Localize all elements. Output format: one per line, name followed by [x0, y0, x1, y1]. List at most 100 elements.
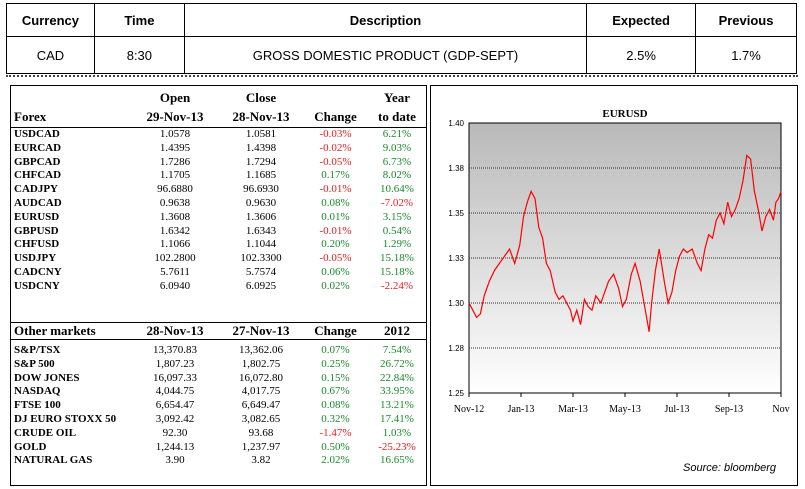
value-a: 1,807.23 [155, 357, 195, 370]
other-markets-rows: S&P/TSX 13,370.83 13,362.06 0.07% 7.54% S&P 5… [11, 344, 426, 468]
ytd-value: 22.84% [380, 371, 414, 384]
instrument-name: AUDCAD [14, 196, 62, 209]
table-row: S&P/TSX 13,370.83 13,362.06 0.07% 7.54% [11, 344, 426, 358]
value-a: 13,370.83 [153, 344, 197, 356]
col-ytd-year: Year [384, 90, 410, 105]
ytd-value: 33.95% [380, 385, 414, 398]
col-close-date: 28-Nov-13 [232, 109, 290, 124]
table-row: CHFCAD 1.1705 1.1685 0.17% 8.02% [11, 169, 426, 183]
value-b: 1.4398 [245, 141, 277, 154]
table-row: GBPUSD 1.6342 1.6343 -0.01% 0.54% [11, 225, 426, 239]
forex-rows: USDCAD 1.0578 1.0581 -0.03% 6.21% EURCAD 1.439… [11, 128, 426, 294]
value-a: 1.6342 [159, 224, 191, 237]
table-row: AUDCAD 0.9638 0.9630 0.08% -7.02% [11, 197, 426, 211]
y-tick-label: 1.40 [448, 119, 464, 128]
ytd-value: 15.18% [380, 265, 414, 278]
value-a: 102.2800 [154, 252, 196, 265]
table-row: CHFUSD 1.1066 1.1044 0.20% 1.29% [11, 238, 426, 252]
change-value: 0.25% [321, 357, 350, 370]
value-a: 1.1066 [159, 238, 191, 251]
value-a: 1.7286 [159, 155, 191, 168]
ytd-value: -7.02% [380, 196, 414, 209]
change-value: 0.32% [321, 412, 350, 425]
instrument-name: CADCNY [14, 265, 62, 278]
value-b: 1.1044 [245, 238, 277, 251]
value-b: 6.0925 [245, 279, 277, 292]
instrument-name: CRUDE OIL [14, 426, 77, 439]
ytd-value: 8.02% [382, 169, 412, 182]
value-b: 0.9630 [245, 196, 277, 209]
ytd-value: 3.15% [382, 210, 412, 223]
table-row: USDJPY 102.2800 102.3300 -0.05% 15.18% [11, 252, 426, 266]
value-b: 96.6930 [243, 183, 279, 196]
value-a: 1,244.13 [155, 440, 195, 453]
header-expected: Expected [586, 3, 697, 37]
value-a: 1.0578 [159, 128, 191, 140]
x-tick-label: Jan-13 [508, 404, 535, 415]
header-previous: Previous [695, 3, 797, 37]
change-value: -0.01% [319, 183, 352, 196]
ytd-value: -25.23% [378, 440, 416, 453]
instrument-name: USDCAD [14, 128, 60, 140]
header-currency: Currency [6, 3, 95, 37]
ytd-value: 1.29% [382, 238, 412, 251]
change-value: -0.01% [319, 224, 352, 237]
ytd-value: 10.64% [380, 183, 414, 196]
forex-header: Forex Open 29-Nov-13 Close 28-Nov-13 Cha… [11, 86, 426, 128]
value-b: 1,237.97 [241, 440, 281, 453]
table-row: GOLD 1,244.13 1,237.97 0.50% -25.23% [11, 441, 426, 455]
value-b: 1.6343 [245, 224, 277, 237]
forex-label: Forex [14, 109, 47, 124]
col-close: Close [245, 90, 277, 105]
x-tick-label: May-13 [609, 404, 641, 415]
value-b: 5.7574 [245, 265, 277, 278]
table-row: EURUSD 1.3608 1.3606 0.01% 3.15% [11, 211, 426, 225]
ytd-value: 6.21% [382, 128, 412, 140]
x-tick-label: Mar-13 [558, 404, 588, 415]
value-b: 3.82 [251, 454, 271, 467]
dotted-divider [6, 75, 798, 77]
value-b: 6,649.47 [241, 399, 281, 412]
value-b: 93.68 [248, 426, 274, 439]
value-b: 3,082.65 [241, 412, 281, 425]
ytd-value: 26.72% [380, 357, 414, 370]
x-tick-label: Nov [772, 404, 789, 415]
instrument-name: DJ EURO STOXX 50 [14, 412, 117, 425]
value-b: 1,802.75 [241, 357, 281, 370]
table-row: USDCAD 1.0578 1.0581 -0.03% 6.21% [11, 128, 426, 142]
cell-time: 8:30 [93, 36, 185, 74]
instrument-name: S&P/TSX [14, 344, 61, 356]
table-row: CRUDE OIL 92.30 93.68 -1.47% 1.03% [11, 427, 426, 441]
ytd-value: -2.24% [380, 279, 414, 292]
change-value: 0.67% [321, 385, 350, 398]
instrument-name: CHFCAD [14, 169, 62, 182]
change-value: 0.02% [321, 279, 350, 292]
value-a: 96.6880 [157, 183, 193, 196]
value-a: 6.0940 [159, 279, 191, 292]
value-b: 1.3606 [245, 210, 277, 223]
table-row: CADJPY 96.6880 96.6930 -0.01% 10.64% [11, 183, 426, 197]
col-date-a: 28-Nov-13 [146, 323, 204, 338]
table-row: NASDAQ 4,044.75 4,017.75 0.67% 33.95% [11, 385, 426, 399]
chart-source: Source: bloomberg [683, 462, 777, 474]
x-tick-label: Nov-12 [454, 404, 485, 415]
value-a: 4,044.75 [155, 385, 195, 398]
value-a: 16,097.33 [153, 371, 197, 384]
instrument-name: GOLD [14, 440, 47, 453]
cell-currency: CAD [6, 36, 95, 74]
value-b: 4,017.75 [241, 385, 281, 398]
calendar-row: CAD 8:30 GROSS DOMESTIC PRODUCT (GDP-SEP… [6, 36, 797, 74]
value-a: 1.4395 [159, 141, 191, 154]
table-row: FTSE 100 6,654.47 6,649.47 0.08% 13.21% [11, 399, 426, 413]
instrument-name: GBPUSD [14, 224, 59, 237]
y-tick-label: 1.33 [448, 254, 464, 263]
x-tick-label: Jul-13 [665, 404, 690, 415]
change-value: 0.20% [321, 238, 350, 251]
value-a: 6,654.47 [155, 399, 195, 412]
value-a: 1.1705 [159, 169, 191, 182]
value-a: 1.3608 [159, 210, 191, 223]
y-tick-label: 1.25 [448, 389, 464, 398]
col-date-b: 27-Nov-13 [232, 323, 290, 338]
change-value: -0.05% [319, 252, 352, 265]
table-row: EURCAD 1.4395 1.4398 -0.02% 9.03% [11, 142, 426, 156]
